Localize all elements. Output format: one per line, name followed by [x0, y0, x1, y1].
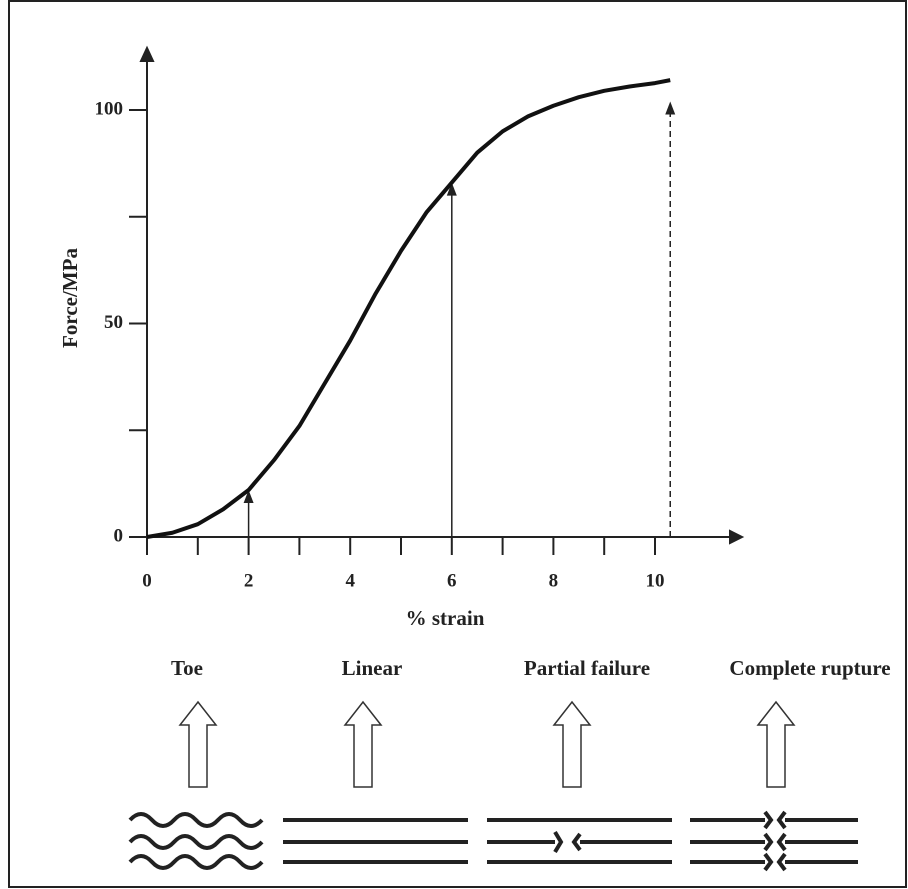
- curve: [146, 78, 671, 539]
- stage-label: Partial failure: [524, 656, 650, 680]
- y-tick-label: 0: [114, 525, 124, 546]
- stage-arrow: [178, 700, 218, 788]
- toe-fibers: [128, 812, 264, 870]
- marker-arrow-head: [243, 490, 254, 504]
- y-axis-title: Force/MPa: [58, 248, 82, 348]
- stage-label: Toe: [171, 656, 203, 680]
- x-axis-title: % strain: [406, 606, 485, 630]
- linear-fibers: [283, 818, 468, 864]
- stage-arrow: [343, 700, 383, 788]
- x-tick-label: 6: [447, 570, 457, 591]
- rupture-fibers: [690, 810, 858, 872]
- stage-arrow: [756, 700, 796, 788]
- marker-arrow-head: [446, 182, 457, 196]
- y-axis-arrow: [139, 45, 155, 62]
- partial-fibers: [487, 818, 672, 864]
- x-tick-label: 0: [142, 570, 152, 591]
- stage-arrow: [552, 700, 592, 788]
- x-axis-arrow: [729, 529, 745, 545]
- x-tick-label: 10: [646, 570, 665, 591]
- x-tick-label: 2: [244, 570, 254, 591]
- marker-arrow-head: [665, 101, 676, 115]
- x-tick-label: 4: [345, 570, 355, 591]
- frame: [8, 0, 907, 888]
- axes: [139, 45, 745, 545]
- y-tick-label: 50: [104, 312, 123, 333]
- fiber-drawings: [128, 810, 858, 872]
- y-tick-label: 100: [95, 98, 124, 119]
- stage-label: Complete rupture: [729, 656, 890, 680]
- x-tick-label: 8: [549, 570, 559, 591]
- stage-label: Linear: [342, 656, 403, 680]
